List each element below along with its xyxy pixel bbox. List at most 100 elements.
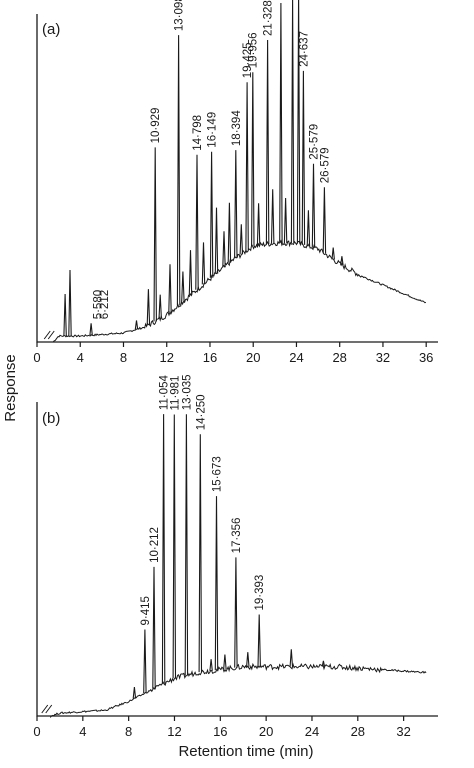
peak-label: 13·098 <box>174 0 186 31</box>
x-tick-label: 24 <box>289 350 303 365</box>
x-tick-label: 28 <box>351 724 365 739</box>
panel-a-label: (a) <box>42 21 60 38</box>
peak <box>209 151 214 278</box>
peak <box>209 659 213 671</box>
peak <box>134 320 139 330</box>
x-tick-label: 12 <box>159 350 173 365</box>
axis-break-mark <box>43 330 55 340</box>
peak <box>239 224 244 255</box>
peak-label: 11·981 <box>169 376 181 411</box>
peak <box>214 496 219 671</box>
peak <box>290 0 295 244</box>
peak-label: 17·356 <box>231 518 243 554</box>
x-tick-label: 4 <box>79 724 86 739</box>
panel-b: (b) 0 4 8 12 16 20 24 28 32 9·415 10·212 11·05411·… <box>33 374 438 739</box>
peak <box>132 686 137 699</box>
peak <box>172 414 177 679</box>
peak <box>245 82 249 251</box>
panel-a-ticks: 0 4 8 12 16 20 24 28 32 36 <box>33 330 433 365</box>
peak <box>181 271 185 302</box>
peak-label: 21·328 <box>263 0 275 36</box>
peak <box>270 189 275 244</box>
peak-label: 14·798 <box>192 115 204 151</box>
x-tick-label: 20 <box>246 350 260 365</box>
peak <box>234 557 238 668</box>
peak <box>89 323 93 336</box>
peak-label: 19·956 <box>248 32 260 68</box>
peak <box>340 256 344 266</box>
x-axis-title: Retention time (min) <box>178 743 313 760</box>
peak-label: 16·149 <box>207 112 219 148</box>
x-tick-label: 12 <box>167 724 181 739</box>
peak-label: 9·415 <box>140 596 152 625</box>
x-tick-label: 16 <box>203 350 217 365</box>
peak-label: 26·579 <box>319 147 331 183</box>
peak <box>251 72 255 247</box>
x-tick-label: 32 <box>376 350 390 365</box>
panel-b-trace <box>50 662 427 719</box>
peak <box>152 566 156 689</box>
peak <box>153 147 157 322</box>
panel-b-label: (b) <box>42 410 60 427</box>
peak <box>184 414 189 676</box>
peak <box>68 269 72 337</box>
peak <box>289 649 294 667</box>
peak <box>257 614 261 667</box>
peak <box>168 264 172 313</box>
x-tick-label: 28 <box>332 350 346 365</box>
peak-label: 6·212 <box>99 290 111 319</box>
peak <box>222 231 226 268</box>
panel-a-peaks <box>63 0 344 337</box>
y-axis-title: Response <box>2 354 19 422</box>
x-tick-label: 32 <box>396 724 410 739</box>
x-tick-label: 0 <box>33 724 40 739</box>
peak <box>301 70 306 245</box>
peak <box>283 197 288 244</box>
peak <box>176 35 181 306</box>
x-tick-label: 4 <box>77 350 84 365</box>
peak-label: 10·212 <box>149 527 161 563</box>
x-tick-label: 20 <box>259 724 273 739</box>
peak <box>256 203 261 246</box>
panel-b-peaks <box>132 414 326 699</box>
peak <box>296 0 301 244</box>
peak <box>265 39 270 245</box>
peak-label: 13·035 <box>181 374 193 410</box>
panel-a-trace <box>52 239 427 343</box>
peak <box>146 289 151 326</box>
peak-label: 5·580 <box>92 290 104 319</box>
peak-label: 10·929 <box>150 108 162 144</box>
peak <box>306 210 311 247</box>
peak <box>198 434 203 673</box>
peak-label: 25·579 <box>309 124 321 160</box>
peak <box>234 150 238 259</box>
peak <box>246 652 250 667</box>
peak <box>311 163 316 248</box>
peak <box>143 629 147 694</box>
peak <box>161 414 166 684</box>
x-tick-label: 0 <box>33 350 40 365</box>
peak-label: 11·054 <box>159 375 171 411</box>
x-tick-label: 24 <box>305 724 319 739</box>
peak <box>321 660 326 667</box>
peak-label: 14·250 <box>195 394 207 430</box>
peak <box>195 154 199 290</box>
peak <box>188 250 193 296</box>
peak <box>214 207 219 274</box>
peak-label: 24·637 <box>298 31 310 67</box>
peak <box>322 187 327 254</box>
x-tick-label: 8 <box>125 724 132 739</box>
x-tick-label: 8 <box>120 350 127 365</box>
peak-label: 15·673 <box>212 456 224 492</box>
x-tick-label: 36 <box>419 350 433 365</box>
peak <box>223 654 227 670</box>
peak-label: 19·425 <box>242 42 254 78</box>
peak <box>63 293 67 337</box>
peak <box>227 202 232 263</box>
peak <box>158 294 162 319</box>
peak <box>201 242 206 285</box>
